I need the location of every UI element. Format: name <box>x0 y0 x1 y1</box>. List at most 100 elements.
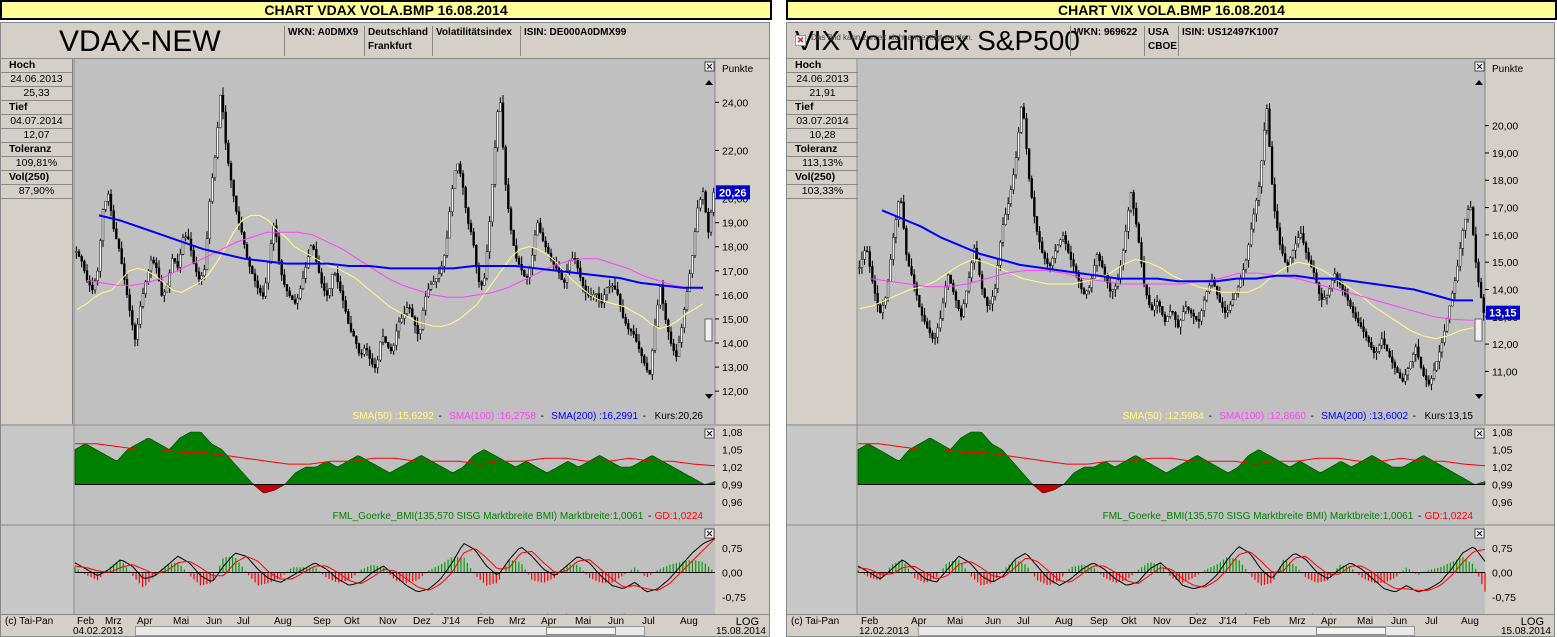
candle-body <box>421 309 425 330</box>
candle-body <box>261 292 265 297</box>
last-price-label: 13,15 <box>1489 308 1517 320</box>
candle-body <box>1265 108 1269 131</box>
candle-body <box>603 294 606 304</box>
month-label: Feb <box>77 616 95 627</box>
candle-body <box>1035 216 1039 232</box>
candle-body <box>216 127 219 158</box>
candle-body <box>88 280 91 286</box>
candle-body <box>1378 344 1381 352</box>
candle-body <box>980 274 984 290</box>
candle-body <box>1171 310 1174 313</box>
candle-body <box>635 334 638 342</box>
chart-svg: Punkte11,0012,0013,0014,0015,0016,0017,0… <box>787 59 1554 624</box>
candle-body <box>616 289 619 295</box>
candle-body <box>184 236 187 238</box>
price-legend-item: Kurs:20,26 <box>655 411 704 422</box>
stat-value: 24.06.2013 <box>1 73 72 87</box>
bmi-tick-label: 1,02 <box>1492 462 1513 474</box>
candle-body <box>341 290 345 301</box>
legend-separator: - <box>438 411 441 422</box>
candle-body <box>451 188 454 212</box>
candle-body <box>993 288 997 297</box>
candle-body <box>1383 338 1386 345</box>
time-scroll-thumb[interactable] <box>1316 627 1386 635</box>
stat-label: Tief <box>1 101 72 115</box>
candle-body <box>445 237 449 256</box>
macd-tick-label: 0,75 <box>1492 543 1513 555</box>
lower-left-bg <box>1 425 75 623</box>
candle-body <box>865 250 869 253</box>
candle-body <box>1145 284 1148 296</box>
candle-body <box>1038 231 1041 243</box>
candle-body <box>133 324 137 340</box>
month-label: Nov <box>1153 616 1171 627</box>
candle-body <box>879 304 882 313</box>
candle-body <box>576 258 579 269</box>
candle-body <box>461 173 465 188</box>
month-label: Apr <box>911 616 927 627</box>
time-scrollbar[interactable] <box>918 626 1415 636</box>
candle-body <box>1119 264 1122 281</box>
stat-value: 03.07.2014 <box>787 115 858 129</box>
candle-body <box>675 350 678 357</box>
candle-body <box>1192 312 1195 317</box>
candle-body <box>597 293 601 300</box>
candle-body <box>83 260 86 271</box>
candle-body <box>117 238 121 249</box>
candle-body <box>1346 294 1350 301</box>
candle-body <box>664 303 667 321</box>
credit-label: (c) Tai-Pan <box>5 616 54 627</box>
candle-body <box>915 283 918 296</box>
candle-body <box>926 321 929 329</box>
stat-label: Hoch <box>1 59 72 73</box>
price-tick-label: 15,00 <box>1492 257 1518 269</box>
bmi-tick-label: 0,96 <box>1492 497 1513 509</box>
candle-body <box>1059 239 1062 246</box>
candle-body <box>1278 227 1282 245</box>
sma-line <box>86 231 704 298</box>
chart-header: VDAX-NEW WKN: A0DMX9 Deutschland Frankfurt V… <box>1 23 769 59</box>
candle-body <box>1202 299 1206 311</box>
candle-body <box>176 261 179 268</box>
candle-body <box>165 285 169 293</box>
month-label: J'14 <box>442 616 461 627</box>
candle-body <box>1323 297 1326 300</box>
candle-body <box>483 277 486 286</box>
candle-body <box>285 284 289 292</box>
candle-body <box>347 311 350 324</box>
candle-body <box>523 269 526 277</box>
chart-svg: Punkte 12,00 13,00 14,00 15,00 16,00 17,00 18,0… <box>1 59 769 624</box>
candle-body <box>683 309 686 328</box>
candle-body <box>611 285 614 288</box>
candle-body <box>1461 230 1464 249</box>
candle-body <box>1158 301 1161 307</box>
chart-footer: (c) Tai-Pan 04.02.2013 15.08.2014 LOG Feb Mrz… <box>1 614 769 637</box>
candle-body <box>1025 117 1028 149</box>
log-toggle[interactable]: LOG <box>735 616 759 628</box>
candle-body <box>563 279 566 283</box>
candle-body <box>1124 231 1127 251</box>
candle-body <box>1312 266 1316 274</box>
macd-tick-label: 0,00 <box>722 568 743 580</box>
close-macd-x <box>1476 530 1483 537</box>
candle-body <box>1406 368 1410 376</box>
end-date: 15.08.2014 <box>715 626 766 637</box>
candle-body <box>1226 310 1229 313</box>
time-scroll-thumb[interactable] <box>546 627 616 635</box>
candle-body <box>1142 263 1146 285</box>
month-label: Apr <box>1321 616 1337 627</box>
log-toggle[interactable]: LOG <box>1520 616 1544 628</box>
candle-body <box>224 111 227 144</box>
candle-body <box>456 163 459 172</box>
legend-separator: - <box>1311 411 1314 422</box>
time-scrollbar[interactable] <box>135 626 645 636</box>
price-tick-label: 16,00 <box>722 290 748 302</box>
header-cell: Deutschland Frankfurt <box>364 26 432 56</box>
candle-body <box>939 318 942 329</box>
candle-body <box>709 211 713 233</box>
month-label: Mai <box>575 616 592 627</box>
candle-body <box>936 327 939 338</box>
candle-body <box>429 283 433 290</box>
candle-body <box>941 302 945 319</box>
price-tick-label: 17,00 <box>722 266 748 278</box>
